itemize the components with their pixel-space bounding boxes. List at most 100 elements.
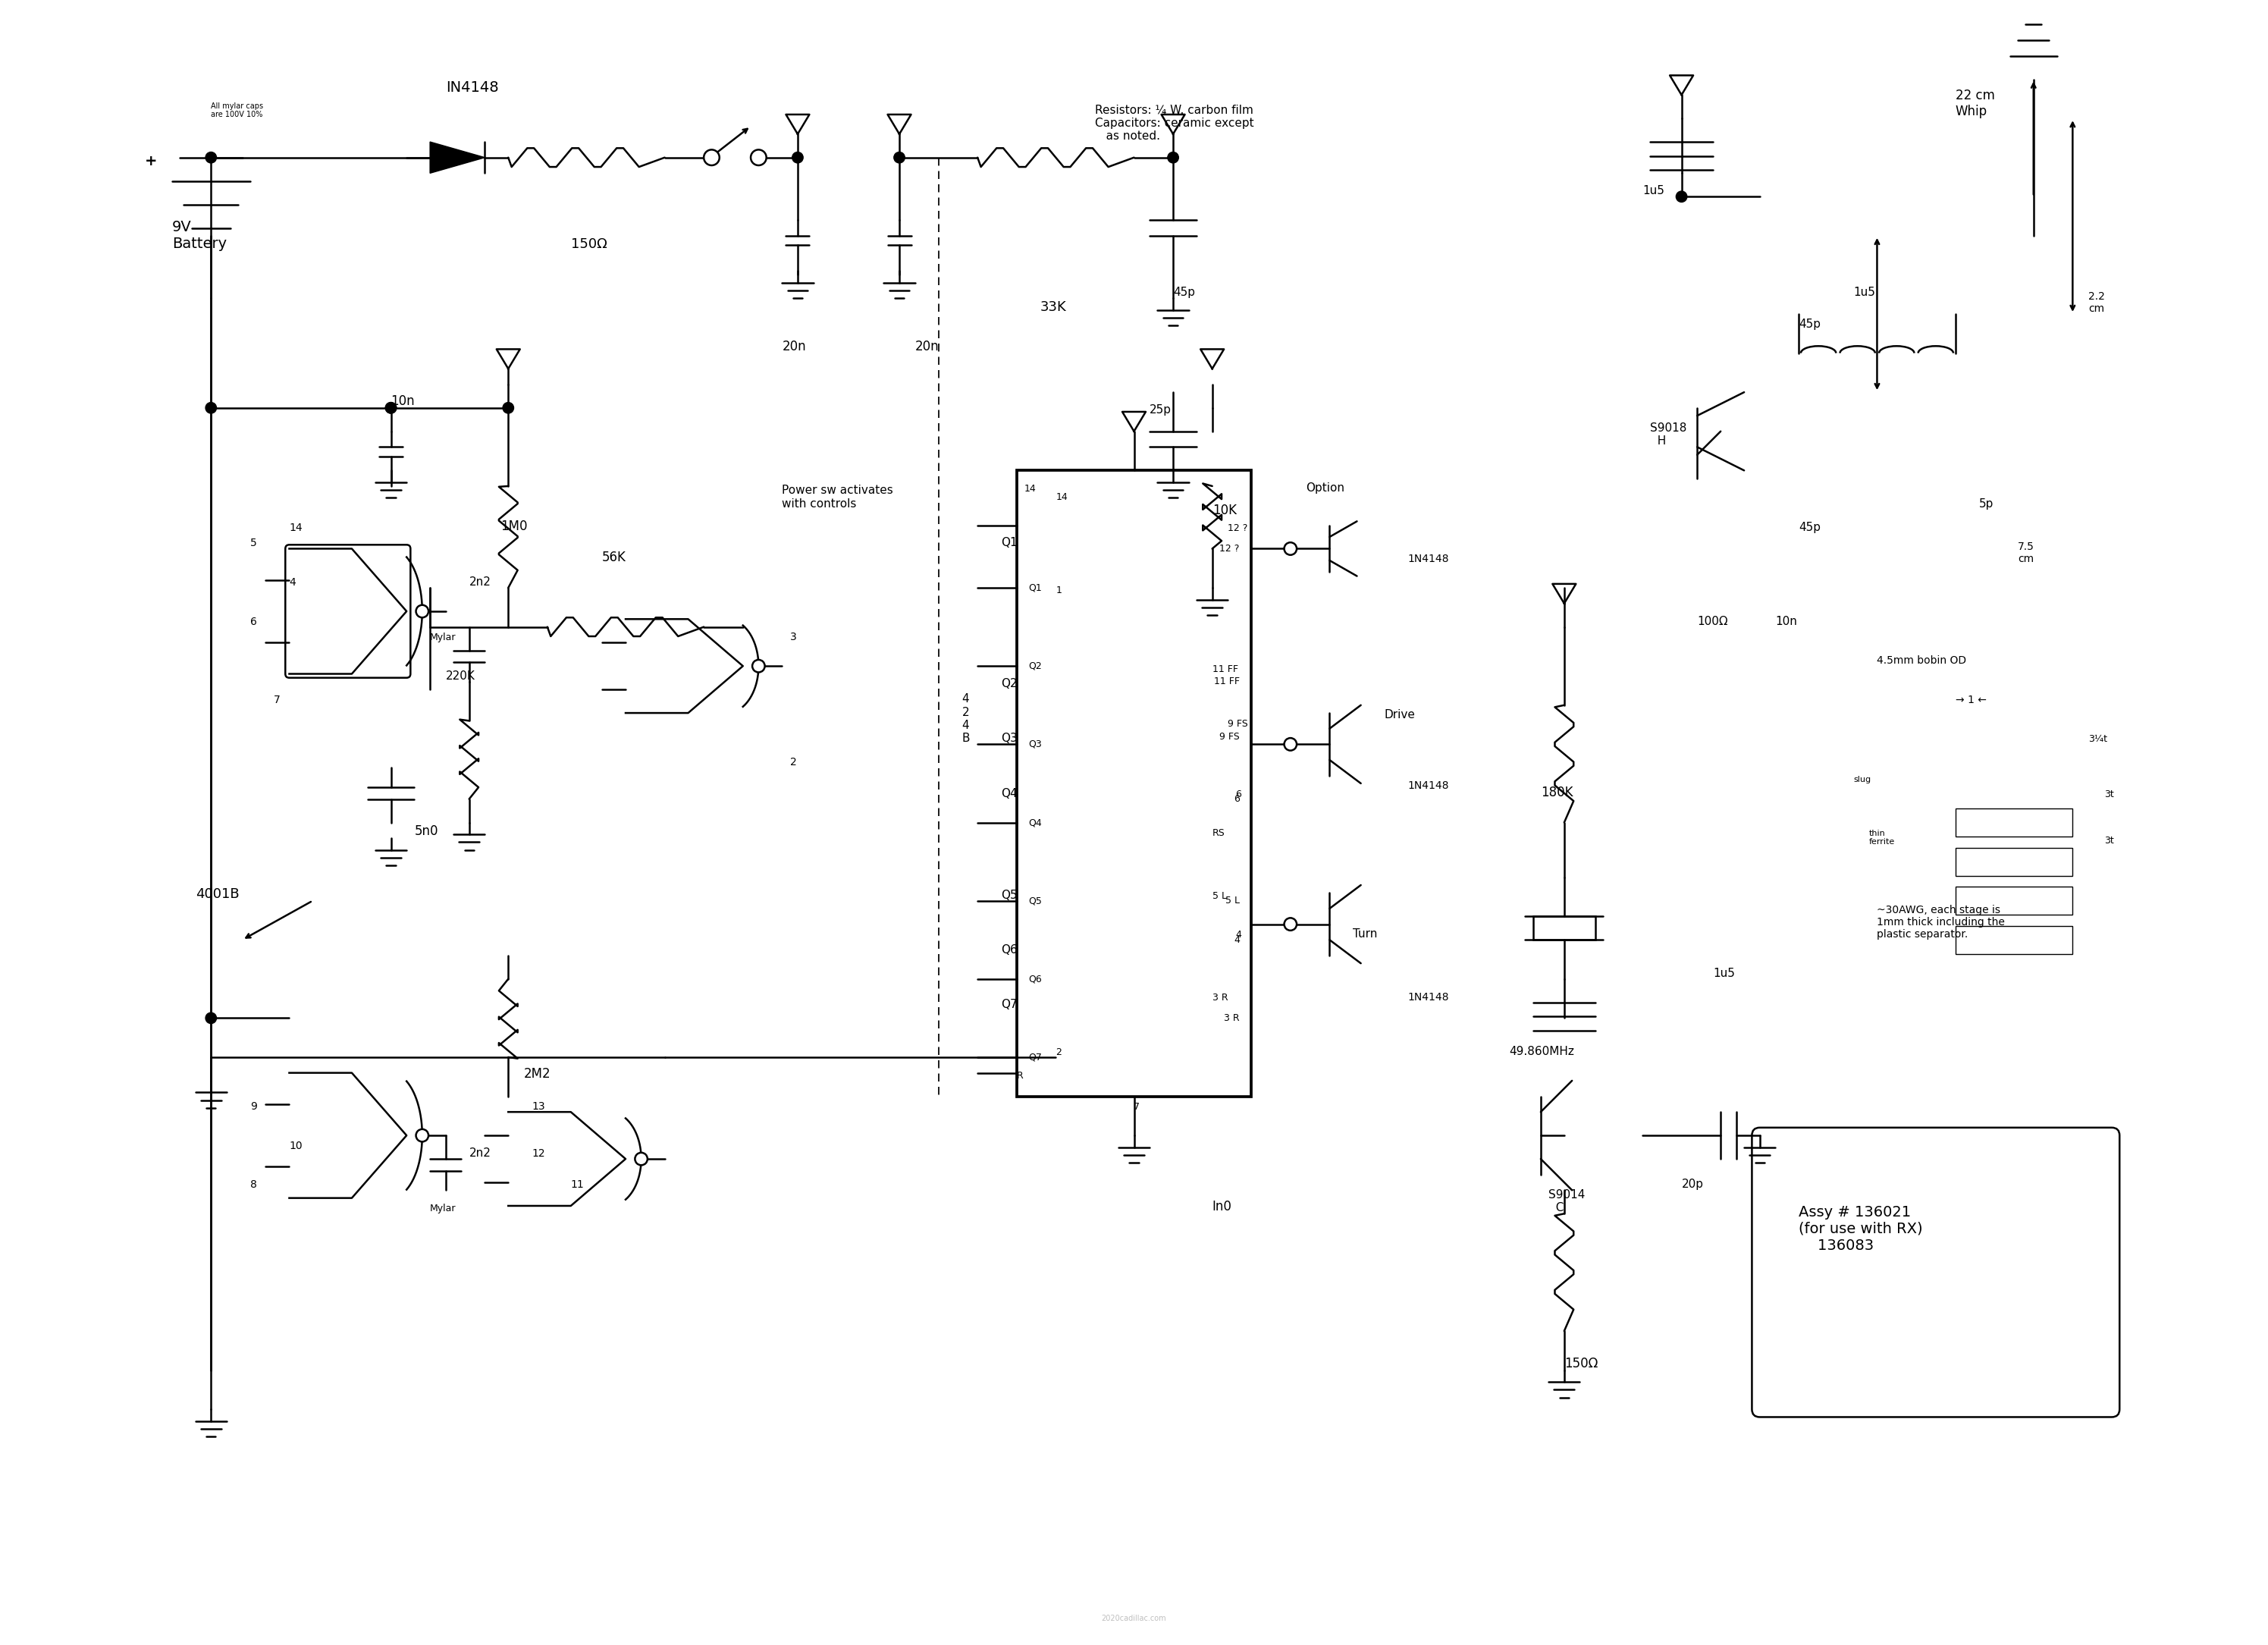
- FancyBboxPatch shape: [1751, 1127, 2121, 1416]
- Text: 1u5: 1u5: [1853, 286, 1876, 298]
- Circle shape: [792, 151, 803, 163]
- Circle shape: [1284, 918, 1297, 931]
- Circle shape: [1676, 191, 1687, 202]
- Text: Q4: Q4: [1000, 788, 1018, 799]
- Text: 150Ω: 150Ω: [1565, 1357, 1599, 1370]
- Text: RS: RS: [1211, 829, 1225, 839]
- Polygon shape: [290, 1073, 406, 1198]
- Text: 3¼t: 3¼t: [2089, 734, 2107, 744]
- Text: 3: 3: [789, 632, 796, 643]
- Text: 14: 14: [290, 523, 302, 533]
- Text: 56K: 56K: [601, 551, 626, 564]
- Text: 2: 2: [1057, 1048, 1061, 1058]
- Text: 10n: 10n: [1776, 615, 1796, 627]
- Text: 2.2
cm: 2.2 cm: [2089, 291, 2105, 314]
- Text: slug: slug: [1853, 776, 1871, 783]
- Text: 1: 1: [1057, 586, 1061, 595]
- FancyBboxPatch shape: [1016, 470, 1252, 1096]
- Text: 6: 6: [1236, 790, 1241, 799]
- Text: 33K: 33K: [1041, 301, 1066, 314]
- Text: 9 FS: 9 FS: [1227, 719, 1247, 729]
- Circle shape: [635, 1153, 646, 1165]
- FancyBboxPatch shape: [1533, 916, 1594, 939]
- Circle shape: [386, 403, 397, 413]
- Text: Mylar: Mylar: [431, 1204, 456, 1214]
- Text: 9: 9: [249, 1102, 256, 1112]
- Text: 45p: 45p: [1799, 521, 1821, 533]
- Text: Q5: Q5: [1000, 890, 1018, 901]
- Text: 4: 4: [1234, 934, 1241, 944]
- Text: 3t: 3t: [2105, 836, 2114, 846]
- Text: 180K: 180K: [1540, 785, 1574, 799]
- Text: 25p: 25p: [1150, 405, 1173, 416]
- Polygon shape: [626, 619, 744, 712]
- Circle shape: [386, 403, 397, 413]
- Text: Q4: Q4: [1027, 818, 1041, 827]
- Text: Assy # 136021
(for use with RX)
    136083: Assy # 136021 (for use with RX) 136083: [1799, 1206, 1923, 1253]
- Text: Resistors: ¼ W. carbon film
Capacitors: ceramic except
   as noted.: Resistors: ¼ W. carbon film Capacitors: …: [1095, 104, 1254, 141]
- Text: 2n2: 2n2: [469, 576, 492, 587]
- Text: 10: 10: [290, 1140, 302, 1152]
- Text: 22 cm
Whip: 22 cm Whip: [1955, 89, 1994, 118]
- Circle shape: [751, 150, 767, 166]
- Text: 5 L: 5 L: [1211, 892, 1227, 901]
- Text: 5 L: 5 L: [1225, 897, 1241, 906]
- Text: 45p: 45p: [1799, 317, 1821, 329]
- Text: Q6: Q6: [1000, 944, 1018, 956]
- Text: Q3: Q3: [1027, 739, 1041, 748]
- Circle shape: [206, 403, 215, 413]
- Text: Power sw activates
with controls: Power sw activates with controls: [782, 485, 894, 510]
- Text: Option: Option: [1306, 482, 1345, 493]
- Text: In0: In0: [1211, 1199, 1232, 1214]
- Text: Q5: Q5: [1027, 897, 1041, 906]
- Text: 9 FS: 9 FS: [1220, 732, 1241, 742]
- Text: 20p: 20p: [1681, 1179, 1703, 1191]
- Text: +: +: [145, 155, 156, 168]
- FancyBboxPatch shape: [286, 544, 411, 678]
- Text: 11: 11: [572, 1179, 585, 1191]
- Circle shape: [415, 1128, 429, 1142]
- Text: 14: 14: [1025, 484, 1036, 493]
- Text: 5p: 5p: [1978, 498, 1994, 510]
- Text: Q2: Q2: [1000, 678, 1018, 689]
- Text: → 1 ←: → 1 ←: [1955, 694, 1987, 706]
- Circle shape: [206, 1013, 215, 1023]
- Text: thin
ferrite: thin ferrite: [1869, 829, 1896, 846]
- Text: 2M2: 2M2: [524, 1068, 551, 1081]
- Text: 20n: 20n: [914, 339, 939, 354]
- Text: 6: 6: [1234, 795, 1241, 804]
- Circle shape: [503, 403, 515, 413]
- Text: 4
2
4
B: 4 2 4 B: [962, 693, 971, 744]
- Text: 10K: 10K: [1211, 503, 1236, 518]
- Text: Q7: Q7: [1000, 999, 1018, 1010]
- Circle shape: [1168, 151, 1179, 163]
- Circle shape: [753, 660, 764, 673]
- Text: 100Ω: 100Ω: [1696, 615, 1728, 627]
- Text: 2: 2: [789, 757, 796, 768]
- Text: 3 R: 3 R: [1225, 1013, 1241, 1023]
- Text: Drive: Drive: [1383, 709, 1415, 721]
- Text: 150Ω: 150Ω: [572, 239, 608, 252]
- Text: 5: 5: [249, 538, 256, 549]
- Circle shape: [703, 150, 719, 166]
- Text: 12: 12: [531, 1148, 544, 1158]
- Text: 2020cadillac.com: 2020cadillac.com: [1102, 1614, 1166, 1622]
- Text: 5n0: 5n0: [415, 824, 438, 839]
- Text: Q3: Q3: [1000, 734, 1018, 744]
- Text: 1N4148: 1N4148: [1408, 554, 1449, 564]
- Text: 11 FF: 11 FF: [1213, 676, 1241, 686]
- Circle shape: [894, 151, 905, 163]
- Text: 49.860MHz: 49.860MHz: [1510, 1046, 1574, 1058]
- Text: R: R: [1016, 1071, 1023, 1081]
- Text: 1N4148: 1N4148: [1408, 781, 1449, 791]
- Text: 4: 4: [1236, 929, 1241, 939]
- Text: Turn: Turn: [1354, 928, 1377, 939]
- Text: 13: 13: [531, 1102, 544, 1112]
- FancyBboxPatch shape: [1955, 926, 2073, 954]
- Text: 3t: 3t: [2105, 790, 2114, 799]
- FancyBboxPatch shape: [1955, 887, 2073, 915]
- Circle shape: [206, 151, 215, 163]
- Text: Mylar: Mylar: [431, 633, 456, 643]
- Text: 1N4148: 1N4148: [1408, 992, 1449, 1002]
- Text: 3 R: 3 R: [1211, 992, 1227, 1002]
